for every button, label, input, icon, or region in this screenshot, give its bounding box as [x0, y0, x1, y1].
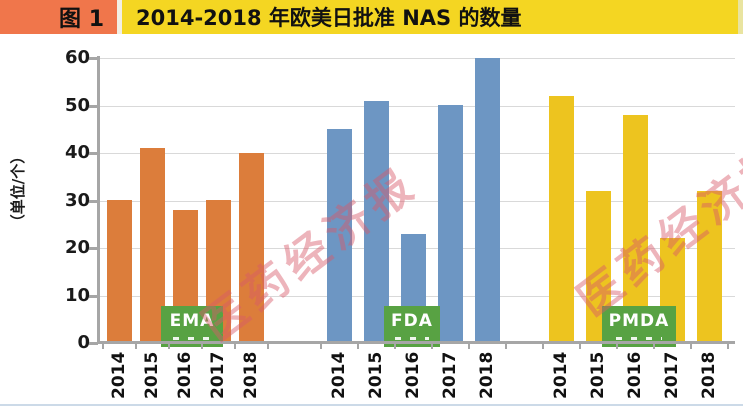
bottom-rule [0, 404, 743, 406]
y-tick-label-50: 50 [64, 94, 90, 116]
group-label-pmda: PMDA [602, 306, 676, 347]
y-tick-label-10: 10 [64, 284, 90, 306]
bar-ema-2015 [139, 148, 165, 343]
y-tick-0 [89, 342, 98, 345]
x-tick-0-1 [134, 344, 137, 349]
y-tick-20 [89, 247, 98, 250]
x-tick-1-0 [319, 344, 322, 349]
x-tick-label-fda-2015: 2015 [366, 351, 386, 399]
x-tick-1-3 [430, 344, 433, 349]
gridline-30 [100, 200, 735, 202]
bar-fda-2015 [363, 101, 389, 343]
x-tick-2-5 [726, 344, 729, 349]
bar-fda-2017 [437, 105, 463, 343]
bar-pmda-2016 [622, 115, 648, 343]
y-tick-30 [89, 199, 98, 203]
x-tick-label-fda-2016: 2016 [403, 351, 423, 399]
header-right-edge [738, 0, 743, 34]
y-tick-40 [89, 152, 98, 155]
gridline-40 [100, 153, 735, 154]
x-tick-2-2 [615, 344, 618, 349]
x-tick-label-ema-2016: 2016 [175, 351, 195, 399]
x-tick-1-4 [467, 344, 470, 349]
group-label-fda-dashes [394, 337, 430, 340]
x-tick-label-pmda-2015: 2015 [588, 351, 608, 399]
x-tick-2-3 [652, 344, 655, 349]
figure-title: 2014-2018 年欧美日批准 NAS 的数量 [136, 6, 522, 30]
y-axis-line [97, 56, 100, 344]
x-tick-2-0 [541, 344, 544, 349]
x-tick-label-fda-2017: 2017 [440, 351, 460, 399]
group-label-fda: FDA [384, 306, 440, 347]
x-tick-0-2 [167, 344, 170, 349]
y-tick-60 [89, 57, 98, 60]
group-label-ema-dashes [172, 337, 212, 340]
x-tick-label-pmda-2014: 2014 [551, 351, 571, 399]
x-tick-label-fda-2018: 2018 [477, 351, 497, 399]
bar-fda-2018 [474, 58, 500, 343]
x-tick-0-3 [200, 344, 203, 349]
x-tick-label-pmda-2018: 2018 [699, 351, 719, 399]
x-tick-0-5 [266, 344, 269, 349]
x-tick-2-4 [689, 344, 692, 349]
bar-fda-2014 [326, 129, 352, 343]
y-tick-label-60: 60 [64, 47, 90, 68]
x-tick-label-ema-2018: 2018 [241, 351, 261, 399]
group-label-ema-text: EMA [169, 311, 215, 331]
x-tick-label-ema-2015: 2015 [142, 351, 162, 399]
x-tick-1-2 [393, 344, 396, 349]
header-divider [117, 0, 122, 34]
x-tick-2-1 [578, 344, 581, 349]
figure-number-badge: 图 1 [0, 0, 117, 34]
x-tick-label-ema-2014: 2014 [109, 351, 129, 399]
x-tick-label-fda-2014: 2014 [329, 351, 349, 399]
x-tick-label-ema-2017: 2017 [208, 351, 228, 399]
bar-ema-2014 [106, 200, 132, 343]
x-axis-line [97, 341, 735, 344]
group-label-pmda-text: PMDA [608, 311, 670, 331]
y-tick-label-20: 20 [64, 237, 90, 258]
x-tick-label-pmda-2016: 2016 [625, 351, 645, 399]
y-tick-50 [89, 104, 98, 108]
x-tick-1-5 [504, 344, 507, 349]
y-tick-label-40: 40 [64, 142, 90, 163]
gridline-50 [100, 105, 735, 107]
gridline-60 [100, 58, 735, 59]
x-tick-0-0 [101, 344, 104, 349]
group-label-pmda-dashes [616, 337, 662, 340]
figure-title-bar: 2014-2018 年欧美日批准 NAS 的数量 [122, 0, 738, 34]
bar-pmda-2018 [696, 191, 722, 343]
bar-pmda-2014 [548, 96, 574, 343]
figure-number: 图 1 [59, 7, 104, 32]
x-tick-label-pmda-2017: 2017 [662, 351, 682, 399]
y-axis-title: （单位/个） [9, 148, 27, 230]
bar-chart: （单位/个） 0 10 20 30 40 50 60 EMA FDA PMDA 2014 20… [0, 34, 743, 404]
figure-header: 图 1 2014-2018 年欧美日批准 NAS 的数量 [0, 0, 743, 34]
group-label-fda-text: FDA [391, 311, 433, 331]
y-tick-label-30: 30 [64, 189, 90, 211]
y-tick-label-0: 0 [77, 332, 90, 353]
x-tick-0-4 [233, 344, 236, 349]
y-tick-10 [89, 294, 98, 298]
group-label-ema: EMA [161, 306, 223, 347]
x-tick-1-1 [356, 344, 359, 349]
bar-ema-2018 [238, 153, 264, 343]
